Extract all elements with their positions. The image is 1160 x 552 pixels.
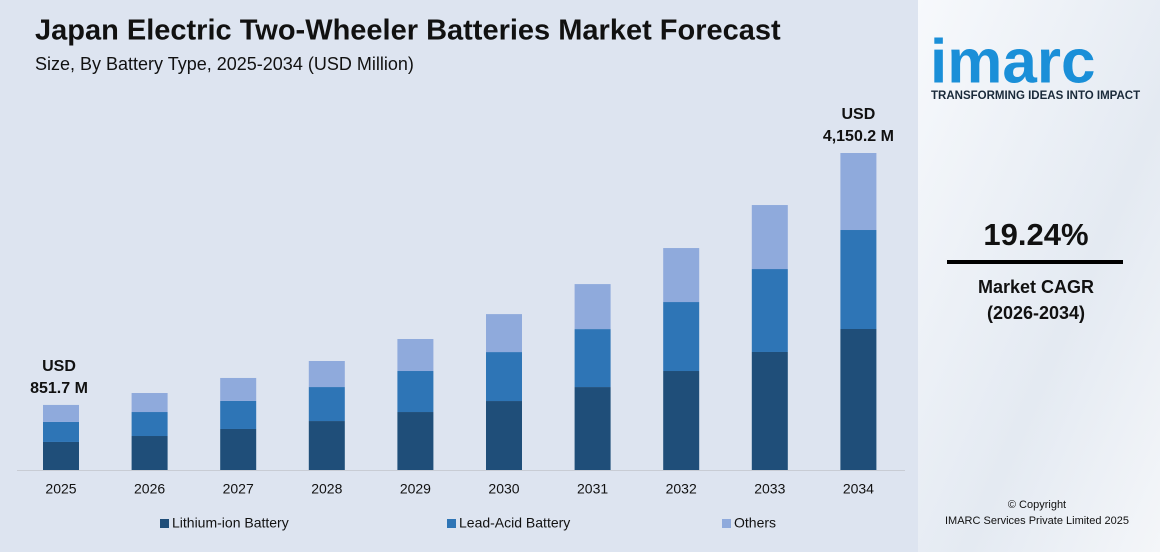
cagr-label: Market CAGR bbox=[978, 277, 1094, 297]
bar-segment bbox=[486, 352, 522, 402]
bar-segment bbox=[751, 269, 788, 352]
bar-segment bbox=[486, 314, 522, 353]
bar-segment bbox=[131, 412, 168, 437]
x-tick-label: 2028 bbox=[311, 481, 342, 497]
bar-segment bbox=[840, 230, 877, 329]
x-tick-label: 2030 bbox=[488, 481, 519, 497]
total-label-line: USD bbox=[842, 106, 876, 123]
bar-segment bbox=[131, 393, 168, 413]
tagline: TRANSFORMING IDEAS INTO IMPACT bbox=[931, 90, 1140, 102]
x-tick-label: 2026 bbox=[134, 481, 165, 497]
bar-segment bbox=[308, 361, 345, 388]
logo: imarc bbox=[930, 27, 1095, 96]
bar-segment bbox=[220, 400, 257, 429]
bar-segment bbox=[308, 421, 345, 470]
copyright: © Copyright bbox=[1008, 499, 1066, 511]
sidebar-background bbox=[918, 0, 1160, 552]
legend-label: Others bbox=[734, 515, 776, 531]
bar-segment bbox=[574, 284, 611, 330]
bar-segment bbox=[131, 436, 168, 470]
bar-segment bbox=[397, 371, 434, 413]
bar-segment bbox=[220, 377, 257, 401]
bar-segment bbox=[43, 404, 79, 422]
bar-segment bbox=[308, 387, 345, 422]
bar-segment bbox=[751, 351, 788, 470]
company: IMARC Services Private Limited 2025 bbox=[945, 515, 1129, 527]
x-tick-label: 2027 bbox=[223, 481, 254, 497]
bar-segment bbox=[397, 412, 434, 470]
bar-segment bbox=[397, 339, 434, 372]
legend-label: Lithium-ion Battery bbox=[172, 515, 289, 531]
bar-segment bbox=[663, 371, 700, 470]
bar-segment bbox=[486, 401, 522, 470]
bar-segment bbox=[574, 387, 611, 470]
x-tick-label: 2034 bbox=[843, 481, 874, 497]
legend-swatch bbox=[447, 519, 456, 528]
x-tick-label: 2031 bbox=[577, 481, 608, 497]
x-tick-label: 2029 bbox=[400, 481, 431, 497]
legend-label: Lead-Acid Battery bbox=[459, 515, 570, 531]
total-label: USD 4,150.2 M bbox=[823, 106, 894, 145]
legend-swatch bbox=[160, 519, 169, 528]
x-tick-label: 2033 bbox=[754, 481, 785, 497]
cagr-period: (2026-2034) bbox=[987, 303, 1085, 323]
bar-segment bbox=[663, 302, 700, 372]
bar-segment bbox=[840, 328, 877, 470]
bar-segment bbox=[220, 428, 257, 470]
bar-segment bbox=[43, 421, 79, 442]
total-label-line: USD bbox=[42, 358, 76, 375]
bar-segment bbox=[840, 153, 877, 231]
bar-segment bbox=[751, 205, 788, 270]
total-label-line: 4,150.2 M bbox=[823, 128, 894, 145]
bar-segment bbox=[574, 329, 611, 388]
legend-swatch bbox=[722, 519, 731, 528]
chart-title: Japan Electric Two-Wheeler Batteries Mar… bbox=[35, 15, 781, 47]
cagr-value: 19.24% bbox=[983, 217, 1088, 252]
x-tick-label: 2025 bbox=[45, 481, 76, 497]
chart-subtitle: Size, By Battery Type, 2025-2034 (USD Mi… bbox=[35, 54, 414, 74]
bar-segment bbox=[663, 248, 700, 303]
total-label-line: 851.7 M bbox=[30, 380, 88, 397]
total-label: USD 851.7 M bbox=[30, 358, 88, 397]
bar-segment bbox=[43, 441, 79, 470]
x-tick-label: 2032 bbox=[666, 481, 697, 497]
